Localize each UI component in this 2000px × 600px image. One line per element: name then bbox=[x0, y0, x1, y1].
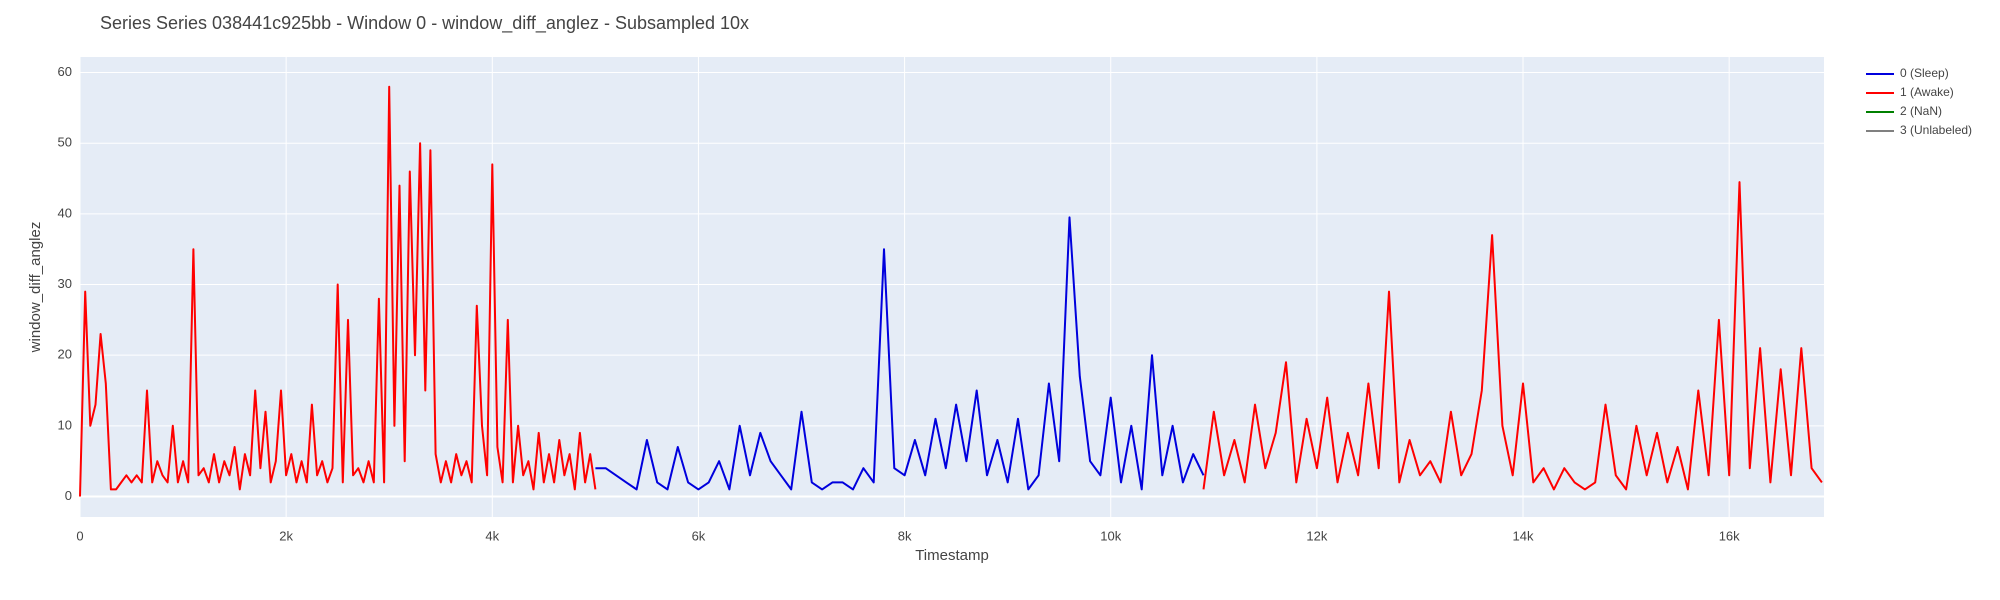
x-tick-label: 14k bbox=[1513, 528, 1534, 543]
x-tick-label: 4k bbox=[485, 528, 499, 543]
y-tick-label: 20 bbox=[58, 347, 72, 362]
y-tick-label: 40 bbox=[58, 205, 72, 220]
plot-area bbox=[80, 57, 1824, 517]
x-tick-label: 10k bbox=[1100, 528, 1121, 543]
x-axis-title: Timestamp bbox=[915, 547, 989, 564]
y-tick-label: 60 bbox=[58, 64, 72, 79]
y-tick-label: 50 bbox=[58, 135, 72, 150]
legend-label: 1 (Awake) bbox=[1900, 85, 1954, 99]
x-tick-label: 16k bbox=[1719, 528, 1740, 543]
legend-label: 3 (Unlabeled) bbox=[1900, 123, 1972, 137]
y-tick-label: 10 bbox=[58, 417, 72, 432]
legend-label: 2 (NaN) bbox=[1900, 104, 1942, 118]
y-axis-title: window_diff_anglez bbox=[27, 222, 44, 354]
legend-label: 0 (Sleep) bbox=[1900, 66, 1949, 80]
x-tick-label: 8k bbox=[898, 528, 912, 543]
y-tick-label: 30 bbox=[58, 276, 72, 291]
chart-title: Series Series 038441c925bb - Window 0 - … bbox=[100, 13, 749, 34]
x-tick-label: 12k bbox=[1306, 528, 1327, 543]
x-tick-label: 2k bbox=[279, 528, 293, 543]
x-tick-label: 0 bbox=[76, 528, 83, 543]
series-line bbox=[79, 85, 1823, 497]
y-tick-label: 0 bbox=[65, 488, 72, 503]
series-line bbox=[595, 216, 1205, 491]
x-tick-label: 6k bbox=[692, 528, 706, 543]
